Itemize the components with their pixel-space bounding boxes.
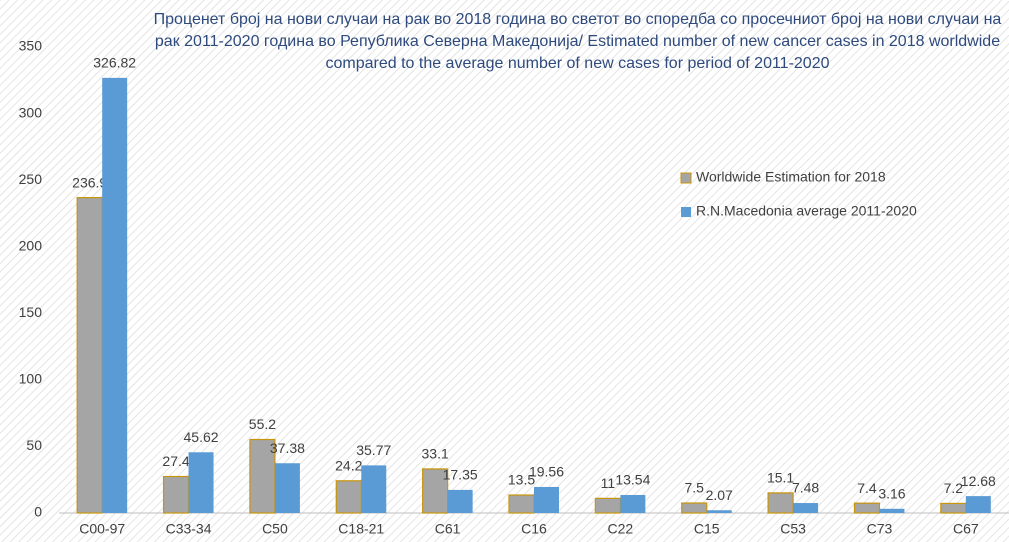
chart-title: Проценет број на нови случаи на рак во 2…: [153, 11, 1002, 72]
data-label: 19.56: [529, 464, 564, 480]
data-label: 37.38: [270, 440, 305, 456]
x-tick-label: C73: [867, 521, 893, 537]
bar: [767, 492, 794, 514]
x-tick-label: C67: [953, 521, 979, 537]
y-tick-label: 100: [19, 371, 43, 387]
bar: [681, 502, 708, 514]
y-tick-label: 0: [34, 504, 42, 520]
x-tick-label: C50: [262, 521, 288, 537]
data-label: 17.35: [443, 467, 478, 483]
bar: [706, 510, 732, 513]
bar: [102, 77, 128, 513]
bar: [162, 475, 190, 514]
y-tick-label: 200: [19, 237, 43, 253]
bar: [853, 502, 881, 514]
bar: [361, 465, 387, 513]
data-label: 15.1: [767, 470, 794, 486]
data-label: 2.07: [706, 487, 733, 503]
data-label: 326.82: [93, 55, 136, 71]
x-tick-label: C16: [521, 521, 547, 537]
bar: [422, 468, 449, 514]
bar: [188, 452, 214, 513]
legend-label: Worldwide Estimation for 2018: [696, 169, 886, 185]
bar: [965, 496, 991, 513]
x-tick-label: C18-21: [338, 521, 384, 537]
data-label: 7.2: [944, 480, 964, 496]
x-tick-label: C53: [780, 521, 806, 537]
bar: [76, 196, 103, 514]
data-label: 13.54: [615, 472, 650, 488]
y-tick-label: 150: [19, 304, 43, 320]
data-label: 33.1: [422, 446, 449, 462]
bar: [620, 494, 646, 513]
x-tick-label: C61: [435, 521, 461, 537]
bar: [594, 497, 621, 514]
bar: [335, 480, 362, 514]
data-label: 12.68: [961, 473, 996, 489]
data-label: 3.16: [878, 485, 905, 501]
x-tick-label: C00-97: [79, 521, 125, 537]
y-tick-label: 300: [19, 104, 43, 120]
data-label: 27.4: [162, 453, 189, 469]
x-tick-label: C33-34: [166, 521, 212, 537]
data-label: 7.48: [792, 480, 819, 496]
bar: [940, 502, 967, 514]
x-tick-label: C15: [694, 521, 720, 537]
legend-swatch: [680, 172, 692, 184]
data-label: 45.62: [184, 429, 219, 445]
data-label: 13.5: [508, 472, 535, 488]
data-label: 11: [601, 475, 616, 491]
bar: [793, 503, 819, 513]
bar: [508, 494, 535, 514]
y-tick-label: 50: [26, 437, 42, 453]
bar: [534, 486, 559, 513]
bar: [274, 463, 300, 513]
bar: [447, 489, 473, 513]
x-tick-label: C22: [608, 521, 634, 537]
data-label: 7.4: [857, 480, 877, 496]
y-tick-label: 250: [19, 171, 43, 187]
data-label: 7.5: [684, 480, 704, 496]
data-label: 236.9: [72, 174, 107, 190]
data-label: 55.2: [249, 416, 276, 432]
y-tick-label: 350: [19, 38, 43, 54]
legend-swatch: [681, 207, 691, 217]
legend-label: R.N.Macedonia average 2011-2020: [696, 203, 917, 219]
bar: [879, 508, 905, 513]
data-label: 35.77: [356, 442, 391, 458]
data-label: 24.2: [335, 457, 362, 473]
